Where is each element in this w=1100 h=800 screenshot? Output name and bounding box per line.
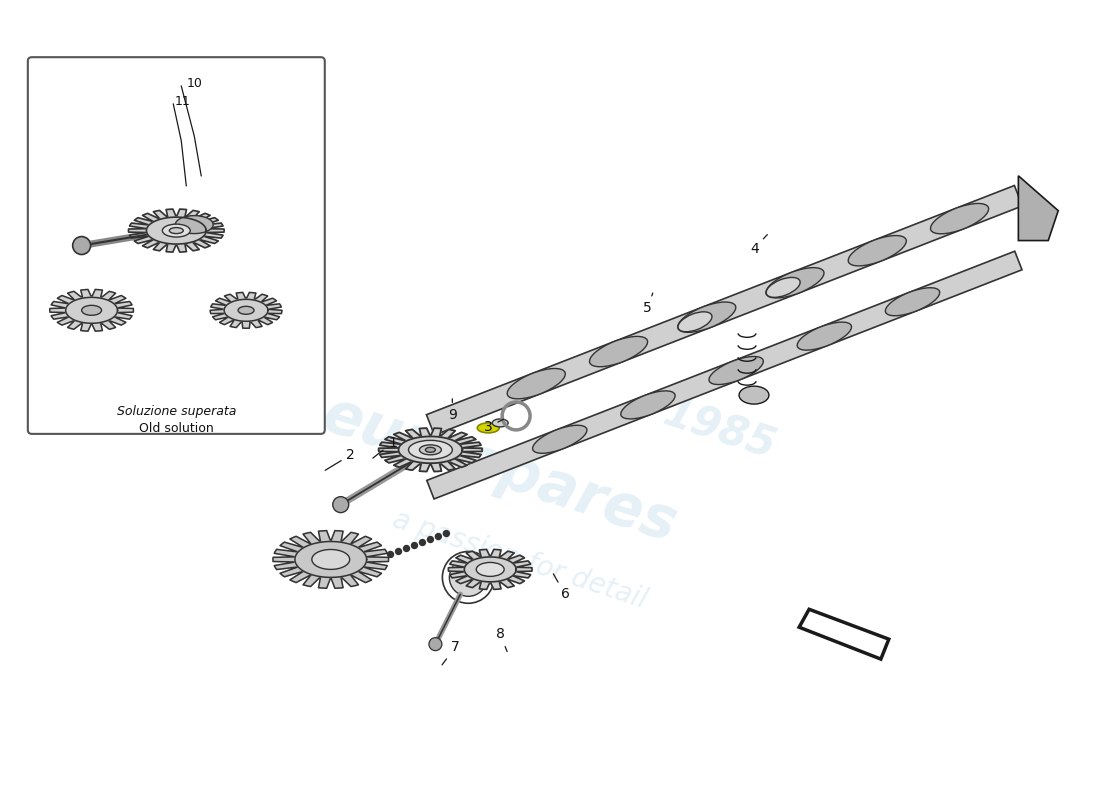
Ellipse shape	[678, 302, 736, 332]
Ellipse shape	[590, 336, 648, 366]
Ellipse shape	[477, 423, 499, 433]
Text: 2: 2	[326, 448, 355, 470]
Polygon shape	[210, 293, 282, 328]
Polygon shape	[295, 542, 366, 578]
Circle shape	[387, 551, 394, 558]
Ellipse shape	[620, 391, 675, 419]
Polygon shape	[449, 550, 532, 590]
Ellipse shape	[311, 550, 350, 570]
Polygon shape	[50, 290, 133, 331]
Ellipse shape	[429, 638, 442, 650]
Ellipse shape	[848, 235, 906, 266]
Ellipse shape	[169, 228, 184, 234]
Ellipse shape	[476, 562, 504, 576]
Text: 1985: 1985	[658, 392, 781, 468]
Text: Old solution: Old solution	[139, 422, 213, 435]
Ellipse shape	[419, 445, 441, 455]
FancyBboxPatch shape	[28, 57, 324, 434]
Ellipse shape	[426, 447, 436, 452]
Ellipse shape	[798, 322, 851, 350]
Text: 5: 5	[644, 293, 652, 315]
Polygon shape	[799, 610, 889, 659]
Circle shape	[73, 237, 90, 254]
Circle shape	[396, 549, 402, 554]
Ellipse shape	[175, 216, 213, 234]
Polygon shape	[146, 217, 206, 244]
Ellipse shape	[678, 312, 712, 332]
Polygon shape	[378, 428, 482, 471]
Text: a passion for detail: a passion for detail	[389, 505, 651, 614]
Ellipse shape	[766, 268, 824, 298]
Circle shape	[428, 537, 433, 542]
Text: 11: 11	[174, 94, 190, 107]
Text: 4: 4	[750, 234, 768, 255]
Ellipse shape	[81, 306, 101, 315]
Ellipse shape	[492, 419, 508, 427]
Text: 7: 7	[442, 640, 460, 665]
Polygon shape	[427, 186, 1022, 435]
Ellipse shape	[163, 224, 190, 237]
Polygon shape	[224, 299, 268, 322]
Text: 1: 1	[373, 436, 397, 458]
Circle shape	[443, 530, 450, 537]
Ellipse shape	[931, 203, 989, 234]
Polygon shape	[66, 298, 118, 323]
Ellipse shape	[532, 426, 587, 454]
Ellipse shape	[767, 278, 800, 298]
Ellipse shape	[333, 497, 349, 513]
Ellipse shape	[450, 558, 487, 596]
Polygon shape	[273, 530, 388, 588]
Text: eurospares: eurospares	[316, 386, 684, 554]
Circle shape	[436, 534, 441, 539]
Text: 6: 6	[553, 574, 570, 602]
Ellipse shape	[886, 288, 939, 316]
Ellipse shape	[739, 386, 769, 404]
Text: 10: 10	[186, 77, 202, 90]
Text: 9: 9	[448, 398, 456, 422]
Polygon shape	[464, 557, 516, 582]
Ellipse shape	[408, 440, 452, 459]
Polygon shape	[1019, 176, 1058, 241]
Polygon shape	[129, 209, 224, 252]
Ellipse shape	[238, 306, 254, 314]
Polygon shape	[398, 437, 462, 463]
Text: 8: 8	[496, 627, 507, 651]
Polygon shape	[427, 251, 1022, 499]
Ellipse shape	[710, 357, 763, 385]
Text: 3: 3	[484, 419, 504, 434]
Circle shape	[404, 546, 409, 551]
Circle shape	[419, 539, 426, 546]
Ellipse shape	[507, 369, 565, 399]
Circle shape	[411, 542, 418, 549]
Text: Soluzione superata: Soluzione superata	[117, 405, 236, 418]
